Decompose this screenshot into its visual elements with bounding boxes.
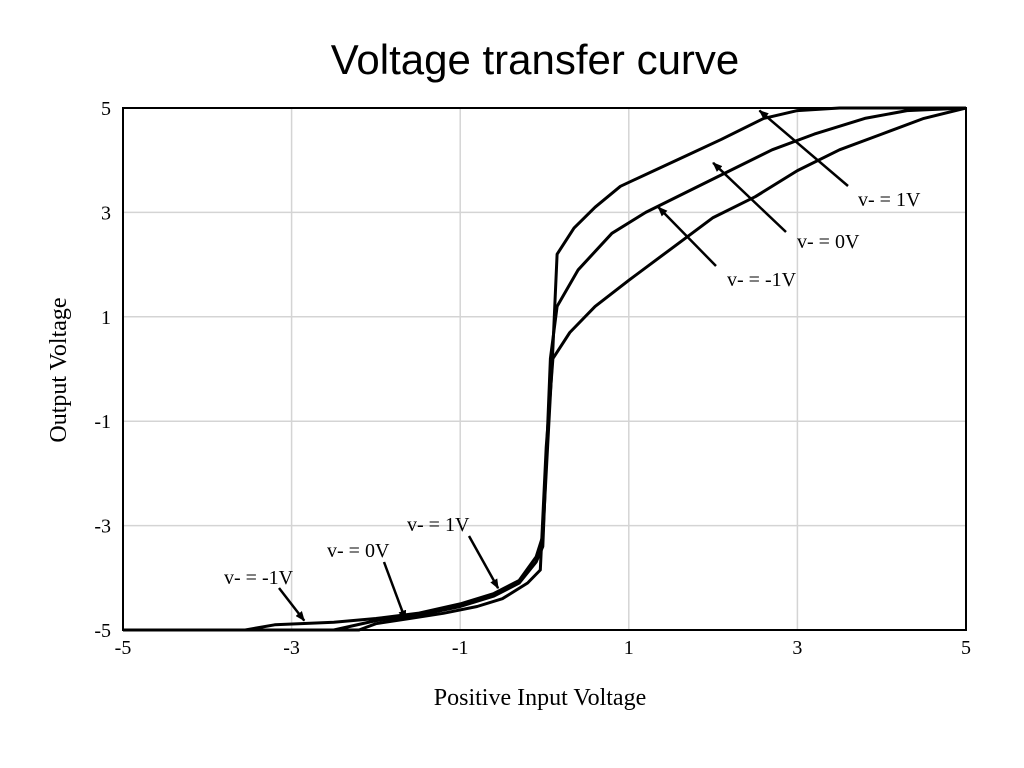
y-tick-label: -3 [94, 516, 111, 538]
annotation-arrow [712, 161, 787, 233]
y-tick-label: -5 [94, 620, 111, 642]
plot-frame [122, 107, 967, 631]
annotation-label: v- = 1V [407, 514, 470, 536]
x-tick-label: 1 [624, 637, 634, 659]
y-tick-label: 5 [101, 98, 111, 120]
chart-title: Voltage transfer curve [330, 36, 740, 83]
y-tick-label: 3 [101, 202, 111, 224]
annotation-label: v- = -1V [224, 567, 294, 589]
annotation-label: v- = 0V [797, 231, 860, 253]
annotation-label: v- = 0V [327, 540, 390, 562]
x-axis-title: Positive Input Voltage [434, 685, 646, 711]
x-tick-label: -3 [283, 637, 300, 659]
annotation-arrow [657, 206, 717, 267]
series-line [123, 106, 967, 632]
annotations: v- = 1Vv- = 0Vv- = -1Vv- = 1Vv- = 0Vv- =… [224, 109, 921, 622]
annotation-arrow [278, 587, 306, 622]
y-tick-label: -1 [94, 411, 111, 433]
y-tick-label: 1 [101, 307, 111, 329]
series-line [123, 106, 966, 632]
y-axis-title: Output Voltage [46, 297, 72, 442]
x-tick-label: -5 [115, 637, 132, 659]
series-line [123, 106, 967, 632]
annotation-label: v- = 1V [858, 189, 921, 211]
annotation-arrow [382, 561, 407, 621]
x-tick-label: -1 [452, 637, 469, 659]
annotation-arrow [467, 535, 500, 590]
tick-labels: -5 -3 -1 1 3 5 -5 -3 -1 1 3 5 [94, 98, 971, 659]
annotation-arrow [758, 109, 849, 187]
annotation-label: v- = -1V [727, 269, 797, 291]
series-group [123, 106, 967, 632]
grid [122, 107, 967, 631]
x-tick-label: 3 [792, 637, 802, 659]
x-tick-label: 5 [961, 637, 971, 659]
